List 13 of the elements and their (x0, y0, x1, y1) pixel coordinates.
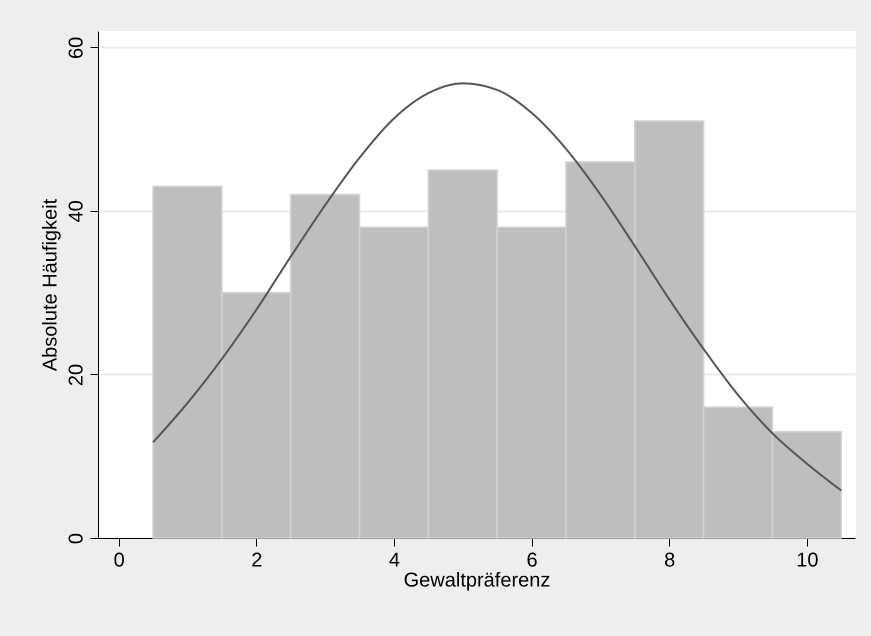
x-axis-title: Gewaltpräferenz (404, 570, 550, 592)
y-axis-title: Absolute Häufigkeit (40, 198, 62, 372)
x-tick-label: 0 (114, 550, 125, 572)
x-tick-label: 6 (526, 550, 538, 572)
y-tick-label: 60 (66, 36, 88, 59)
y-tick-label: 40 (66, 200, 88, 223)
y-tick-label: 0 (66, 532, 88, 544)
x-tick-label: 2 (251, 550, 262, 572)
x-tick-label: 10 (796, 550, 818, 572)
x-tick-label: 4 (388, 550, 400, 572)
x-tick-label: 8 (664, 550, 676, 572)
line-series (152, 82, 842, 492)
y-tick-label: 20 (66, 364, 88, 386)
